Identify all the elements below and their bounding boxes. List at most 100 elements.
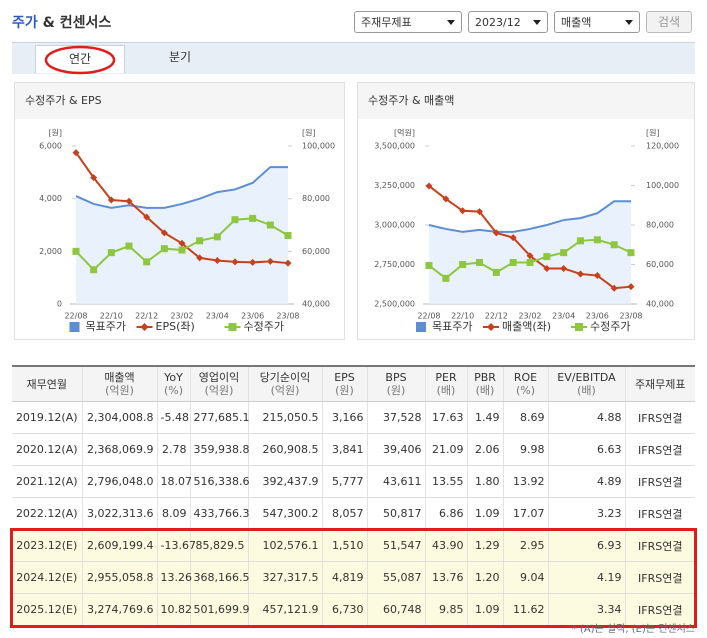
table-cell: IFRS연결 [625,401,695,434]
y-tick-label: 6,000 [39,142,62,151]
column-header: 재무연월 [12,365,83,402]
panel-header [358,83,694,119]
table-cell: 2.95 [503,529,549,562]
table-cell: 1.29 [467,529,504,562]
table-row: 2022.12(A) 3,022,313.6 8.09 433,766.3 547,30… [12,497,695,530]
marker [284,259,292,267]
y-tick-label: 2,500,000 [374,300,415,309]
header-unit: (배) [436,384,456,397]
marker [266,221,274,229]
table-cell: 457,121.9 [248,593,323,626]
table-cell: 60,748 [367,593,426,626]
footnote: * (A)는 실적, (E)는 컨센서스 [571,624,695,635]
table-row: 2020.12(A) 2,368,069.9 2.78 359,938.8 260,90… [12,433,695,466]
x-tick-label: 23/06 [241,312,264,321]
column-header: PBR (배) [467,365,504,402]
header-name: YoY [164,371,183,384]
y-tick-label: 2,000 [39,247,62,256]
table-cell: 18.07 [157,465,192,498]
table-cell: 21.09 [425,433,468,466]
table-cell: -5.48 [157,401,191,434]
table-row: 2025.12(E) 3,274,769.6 10.82 501,699.9 457,1… [12,593,695,626]
table-cell: 215,050.5 [248,401,323,434]
y2-tick-label: 40,000 [646,300,674,309]
table-row: 2023.12(E) 2,609,199.4 -13.67 85,829.5 102,5… [12,529,695,562]
header-unit: (원) [386,384,406,397]
column-header: ROE (%) [503,365,549,402]
table-cell: 516,338.6 [190,465,249,498]
header-unit: (%) [163,384,184,397]
table-cell: 5,777 [322,465,368,498]
marker [160,229,168,237]
table-cell: 3,274,769.6 [82,593,158,626]
table-cell: 2019.12(A) [12,401,83,434]
tab[interactable]: 분기 [168,50,192,64]
x-tick-label: 23/02 [170,312,193,321]
x-tick-label: 23/08 [276,312,299,321]
y-tick-label: 3,500,000 [374,142,415,151]
select[interactable]: 2023/12 [468,11,548,33]
y2-tick-label: 120,000 [646,142,679,151]
table-cell: 9.04 [503,561,549,594]
header-name: EPS [334,371,355,384]
x-tick-label: 22/08 [64,312,87,321]
table-cell: 260,908.5 [248,433,323,466]
table-cell: 6.63 [548,433,626,466]
legend-marker [575,323,583,331]
x-tick-label: 22/12 [485,312,508,321]
legend-label: 매출액(좌) [502,320,551,333]
marker [526,252,534,260]
y2-unit: [원] [646,129,660,138]
x-tick-label: 22/12 [135,312,158,321]
column-header: EV/EBITDA (배) [548,365,626,402]
table-cell: 327,317.5 [248,561,323,594]
header-name: 주재무제표 [634,377,686,391]
legend-label: 수정주가 [244,320,284,333]
marker [249,258,257,266]
table-cell: 17.63 [425,401,468,434]
header-unit: (억원) [270,384,300,397]
marker [509,259,517,267]
table-cell: 85,829.5 [190,529,249,562]
table-cell: 1.49 [467,401,504,434]
table-cell: 2023.12(E) [12,529,83,562]
marker [72,149,80,157]
marker [425,261,433,269]
table-cell: 39,406 [367,433,426,466]
marker [425,182,433,190]
y-tick-label: 2,750,000 [374,260,415,269]
table-cell: -13.67 [157,529,196,562]
chart: 수정주가 & EPS [원] [원] 0 2,000 4,000 6,000 40,000 60… [15,83,344,333]
marker [543,264,551,272]
table-cell: 1.09 [467,593,504,626]
marker [196,237,204,245]
x-tick-label: 23/06 [586,312,609,321]
table-cell: IFRS연결 [625,433,695,466]
marker [72,247,80,255]
marker [476,259,483,267]
tab[interactable]: 연간 [35,45,125,73]
table-cell: 9.98 [503,433,549,466]
financial-table: 재무연월 매출액 (억원) YoY (%) 영업이익 (억원) 당기순이익 (억원) EPS (원)… [10,365,697,628]
marker [509,234,517,242]
marker [125,242,133,250]
search-button[interactable]: 검색 [646,11,692,33]
table-cell: IFRS연결 [625,497,695,530]
header-name: BPS [385,371,407,384]
table-cell: 4,819 [322,561,368,594]
select[interactable]: 주재무제표 [354,11,462,33]
marker [143,213,151,221]
marker [284,232,292,240]
table-cell: IFRS연결 [625,593,695,626]
table-cell: IFRS연결 [625,561,695,594]
table-cell: 2020.12(A) [12,433,83,466]
table-cell: 2,609,199.4 [82,529,158,562]
table-cell: 368,166.5 [190,561,249,594]
table-cell: 8.69 [503,401,549,434]
header-unit: (%) [515,384,536,397]
select[interactable]: 매출액 [554,11,640,33]
y-tick-label: 4,000 [39,194,62,203]
table-cell: 433,766.3 [190,497,249,530]
table-cell: 2.78 [157,433,191,466]
legend-marker [487,323,495,331]
